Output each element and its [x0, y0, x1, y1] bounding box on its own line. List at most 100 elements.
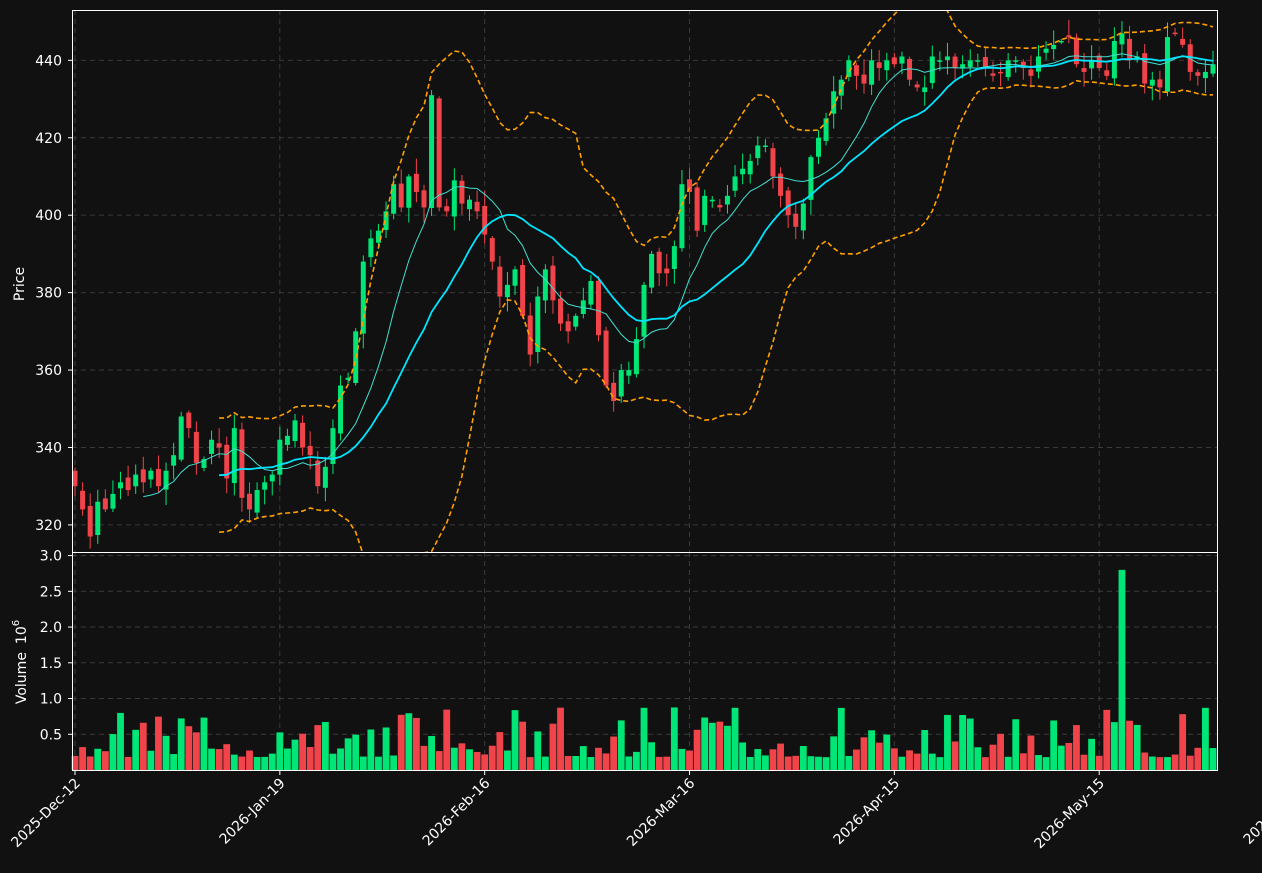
- price-tick-label: 320: [35, 518, 62, 534]
- candle-body: [148, 470, 154, 480]
- candle-body: [482, 205, 488, 235]
- volume-bar: [246, 750, 253, 770]
- volume-bar: [579, 746, 587, 770]
- volume-bar: [572, 755, 580, 770]
- volume-bar: [132, 729, 140, 770]
- volume-bar: [610, 736, 618, 770]
- candle-body: [891, 57, 897, 65]
- volume-bar: [632, 751, 640, 770]
- candle-body: [869, 60, 875, 85]
- volume-bar: [883, 734, 891, 770]
- volume-bar: [382, 727, 390, 770]
- candle-body: [292, 420, 298, 442]
- candle-body: [975, 60, 981, 62]
- candle-body: [1081, 68, 1087, 72]
- volume-bar: [1095, 755, 1103, 770]
- candle-body: [1066, 35, 1072, 38]
- candle-body: [345, 377, 351, 380]
- volume-bar: [648, 742, 656, 770]
- candle-body: [284, 435, 290, 445]
- candle-body: [899, 56, 905, 64]
- volume-bar: [701, 717, 709, 770]
- candle-body: [231, 428, 237, 484]
- candle-body: [937, 60, 943, 62]
- candle-body: [375, 230, 381, 243]
- volume-bar: [815, 756, 822, 770]
- volume-bar: [1156, 757, 1164, 770]
- candle-body: [201, 459, 207, 468]
- candle-body: [467, 199, 473, 210]
- volume-bar: [1019, 753, 1027, 770]
- volume-bar: [291, 739, 299, 770]
- volume-tick-label: 0.5: [40, 727, 62, 743]
- volume-bar: [708, 722, 716, 770]
- candle-body: [1073, 37, 1079, 65]
- candle-body: [785, 190, 791, 216]
- candle-body: [262, 482, 268, 490]
- volume-bar: [746, 756, 754, 770]
- volume-bar: [299, 733, 307, 770]
- volume-bar: [208, 748, 215, 770]
- candle-body: [178, 416, 184, 460]
- volume-bar: [466, 749, 473, 770]
- volume-bar: [693, 729, 701, 770]
- candle-body: [558, 298, 564, 324]
- candle-body: [330, 428, 336, 464]
- candle-body: [1005, 60, 1011, 78]
- volume-bar: [617, 720, 625, 770]
- candle-body: [277, 439, 283, 475]
- candle-body: [102, 498, 108, 510]
- candle-body: [884, 60, 890, 71]
- candle-body: [846, 60, 852, 77]
- volume-bar: [94, 748, 102, 770]
- candle-body: [952, 56, 958, 69]
- volume-bar: [458, 743, 466, 770]
- volume-bar: [974, 747, 982, 770]
- candle-body: [724, 195, 730, 205]
- volume-axis-title: Volume 106: [11, 620, 30, 704]
- volume-bar: [314, 725, 322, 770]
- candle-body: [300, 422, 306, 448]
- volume-bar: [1186, 755, 1194, 770]
- volume-bar: [761, 755, 769, 770]
- volume-bar: [284, 748, 291, 770]
- candle-body: [747, 160, 753, 175]
- volume-bar: [898, 756, 906, 770]
- volume-bar: [428, 735, 435, 770]
- volume-bar: [139, 722, 147, 770]
- volume-bar: [989, 744, 997, 770]
- candle-body: [269, 474, 275, 482]
- volume-bar: [777, 743, 784, 770]
- volume-bar: [997, 733, 1004, 770]
- candle-body: [474, 201, 480, 212]
- candle-body: [497, 266, 503, 297]
- volume-bar: [321, 721, 329, 770]
- candle-body: [732, 176, 738, 191]
- candle-body: [421, 190, 427, 208]
- volume-bar: [739, 742, 747, 770]
- candle-body: [542, 269, 548, 301]
- volume-tick-label: 1.0: [40, 692, 62, 708]
- volume-bar: [177, 718, 185, 770]
- volume-bar: [412, 717, 420, 770]
- candle-body: [740, 168, 746, 175]
- candle-body: [1119, 33, 1125, 45]
- candle-body: [512, 269, 518, 286]
- volume-bar: [170, 754, 178, 770]
- candle-body: [186, 412, 192, 429]
- volume-bar: [375, 756, 382, 770]
- volume-bar: [526, 757, 534, 770]
- candle-body: [315, 460, 321, 487]
- volume-bar: [1118, 569, 1126, 770]
- candle-body: [1195, 72, 1201, 76]
- volume-bar: [913, 753, 921, 770]
- volume-bar: [435, 751, 443, 770]
- volume-bar: [966, 718, 974, 770]
- candle-body: [565, 321, 571, 332]
- volume-bar: [397, 714, 405, 770]
- candle-body: [1104, 70, 1110, 76]
- volume-bar: [192, 732, 200, 770]
- candle-body: [618, 370, 624, 397]
- bollinger-lower-line: [219, 79, 1214, 552]
- volume-bar: [1103, 709, 1111, 770]
